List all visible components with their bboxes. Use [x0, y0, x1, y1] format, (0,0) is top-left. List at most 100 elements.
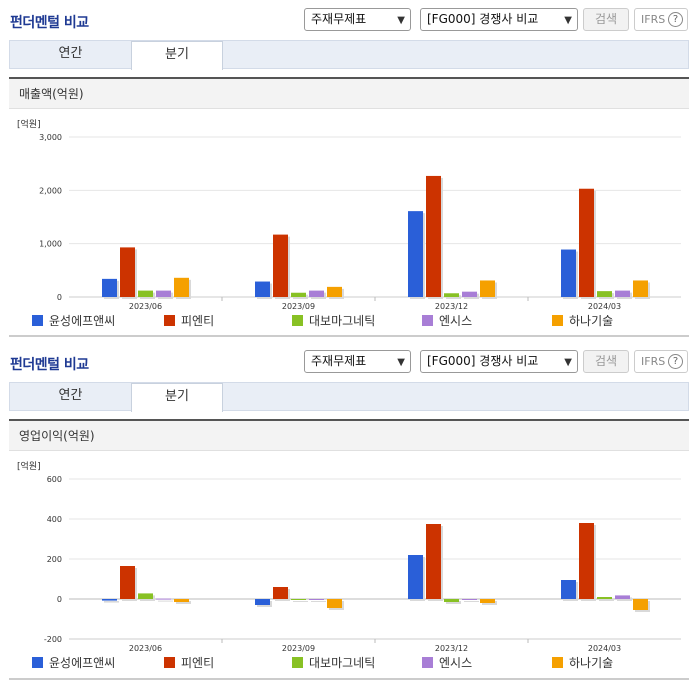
peer-select-value: [FG000] 경쟁사 비교 [427, 12, 539, 26]
x-tick-label: 2023/06 [129, 644, 162, 653]
legend-item[interactable]: 윤성에프앤씨 [32, 655, 115, 671]
section-header: 펀더멘털 비교 주재무제표 ▼ [FG000] 경쟁사 비교 ▼ 검색 IFRS… [0, 0, 696, 40]
y-tick-label: 400 [47, 515, 62, 524]
legend-item[interactable]: 피엔티 [164, 655, 214, 671]
x-tick-label: 2023/06 [129, 302, 162, 311]
tab-annual[interactable]: 연간 [58, 388, 83, 403]
bar [462, 599, 477, 600]
help-icon[interactable]: ? [668, 354, 683, 369]
bar [309, 599, 324, 600]
revenue-chart-box: 매출액(억원) [억원] 3,000 2,000 1,000 0 2023/06 2023/… [9, 77, 689, 333]
search-button[interactable]: 검색 [583, 8, 629, 31]
legend-swatch [422, 657, 433, 668]
y-tick-label: 3,000 [39, 133, 62, 142]
bar-shadow [446, 295, 461, 299]
y-tick-label: -200 [44, 635, 62, 644]
chevron-down-icon: ▼ [397, 357, 405, 368]
legend-swatch [32, 315, 43, 326]
legend-label: 윤성에프앤씨 [49, 314, 116, 328]
period-tabs: 연간 분기 [9, 40, 689, 70]
tab-quarterly[interactable]: 분기 [131, 383, 223, 412]
legend-item[interactable]: 대보마그네틱 [292, 655, 375, 671]
legend-swatch [164, 315, 175, 326]
bar [633, 280, 648, 297]
legend-label: 엔시스 [439, 314, 473, 328]
operating-profit-chart: [억원] 600 400 200 0 -200 2023/06 2023/09 2023/12 2… [17, 460, 681, 653]
y-tick-label: 200 [47, 555, 62, 564]
tab-annual[interactable]: 연간 [58, 46, 83, 61]
bar [561, 580, 576, 599]
legend-label: 대보마그네틱 [309, 314, 376, 328]
statement-select-value: 주재무제표 [311, 354, 367, 368]
chart-divider [9, 335, 689, 337]
legend-swatch [552, 657, 563, 668]
y-unit-label: [억원] [17, 118, 41, 130]
peer-select[interactable]: [FG000] 경쟁사 비교 ▼ [420, 8, 578, 31]
bar [255, 281, 270, 297]
bar [426, 524, 441, 599]
chart-legend: 윤성에프앤씨 피엔티 대보마그네틱 엔시스 하나기술 [9, 655, 689, 673]
legend-item[interactable]: 대보마그네틱 [292, 313, 375, 329]
legend-item[interactable]: 하나기술 [552, 655, 613, 671]
bar-shadow [104, 601, 119, 603]
bar [633, 599, 648, 610]
bar [309, 290, 324, 297]
chart-title: 매출액(억원) [9, 79, 689, 109]
ifrs-button[interactable]: IFRS ? [634, 350, 688, 373]
ifrs-button[interactable]: IFRS ? [634, 8, 688, 31]
legend-item[interactable]: 엔시스 [422, 655, 472, 671]
fundamental-section-2: 펀더멘털 비교 주재무제표 ▼ [FG000] 경쟁사 비교 ▼ 검색 IFRS… [0, 342, 696, 412]
bar-shadow [617, 597, 632, 601]
y-tick-label: 1,000 [39, 240, 62, 249]
bar [291, 292, 306, 297]
legend-swatch [164, 657, 175, 668]
legend-label: 윤성에프앤씨 [49, 656, 116, 670]
bar [327, 286, 342, 297]
y-tick-label: 2,000 [39, 186, 62, 195]
legend-label: 엔시스 [439, 656, 473, 670]
y-tick-label: 0 [57, 595, 62, 604]
legend-label: 피엔티 [181, 656, 215, 670]
statement-select-value: 주재무제표 [311, 12, 367, 26]
y-tick-label: 0 [57, 293, 62, 302]
legend-item[interactable]: 피엔티 [164, 313, 214, 329]
statement-select[interactable]: 주재무제표 ▼ [304, 350, 411, 373]
x-tick-label: 2023/09 [282, 302, 315, 311]
legend-label: 대보마그네틱 [309, 656, 376, 670]
y-tick-label: 600 [47, 475, 62, 484]
x-tick-label: 2024/03 [588, 644, 621, 653]
legend-item[interactable]: 하나기술 [552, 313, 613, 329]
search-button[interactable]: 검색 [583, 350, 629, 373]
bar [102, 278, 117, 297]
bar [255, 599, 270, 605]
y-unit-label: [억원] [17, 460, 41, 472]
legend-label: 하나기술 [569, 314, 614, 328]
bar [444, 293, 459, 297]
bar-shadow [464, 601, 479, 602]
tab-quarterly[interactable]: 분기 [131, 41, 223, 70]
bar [615, 595, 630, 599]
legend-swatch [292, 657, 303, 668]
x-tick-label: 2023/12 [435, 302, 468, 311]
bar [615, 290, 630, 297]
statement-select[interactable]: 주재무제표 ▼ [304, 8, 411, 31]
bar-shadow [311, 601, 326, 602]
bar [273, 234, 288, 297]
section-header: 펀더멘털 비교 주재무제표 ▼ [FG000] 경쟁사 비교 ▼ 검색 IFRS… [0, 342, 696, 382]
bar-shadow [599, 599, 614, 601]
bar [597, 291, 612, 297]
peer-select[interactable]: [FG000] 경쟁사 비교 ▼ [420, 350, 578, 373]
bar-shadow [158, 600, 173, 602]
chevron-down-icon: ▼ [564, 357, 572, 368]
bar [561, 249, 576, 297]
bar [156, 598, 171, 600]
legend-swatch [292, 315, 303, 326]
ifrs-label: IFRS [641, 13, 666, 26]
bar [579, 523, 594, 599]
bar [156, 290, 171, 297]
bar [597, 597, 612, 599]
bar-shadow [446, 601, 461, 604]
legend-item[interactable]: 엔시스 [422, 313, 472, 329]
help-icon[interactable]: ? [668, 12, 683, 27]
legend-item[interactable]: 윤성에프앤씨 [32, 313, 115, 329]
